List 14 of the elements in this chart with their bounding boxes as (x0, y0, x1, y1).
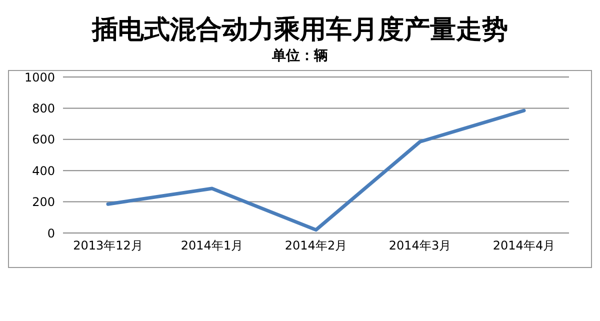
x-tick-label: 2014年2月 (284, 238, 348, 253)
line-series (106, 108, 526, 232)
y-tick-label: 600 (32, 132, 55, 147)
chart-title: 插电式混合动力乘用车月度产量走势 (90, 14, 509, 46)
y-tick-label: 800 (32, 101, 55, 116)
y-tick-label: 400 (32, 164, 55, 178)
x-tick-label: 2014年3月 (388, 238, 452, 253)
y-tick-label: 0 (47, 226, 55, 240)
x-tick-label: 2014年4月 (492, 238, 556, 253)
y-tick-label: 1000 (24, 70, 55, 84)
x-tick-label: 2014年1月 (180, 238, 244, 253)
chart-subtitle: 单位：辆 (271, 47, 329, 66)
x-tick-label: 2013年12月 (73, 238, 143, 253)
y-tick-label: 200 (32, 195, 55, 210)
